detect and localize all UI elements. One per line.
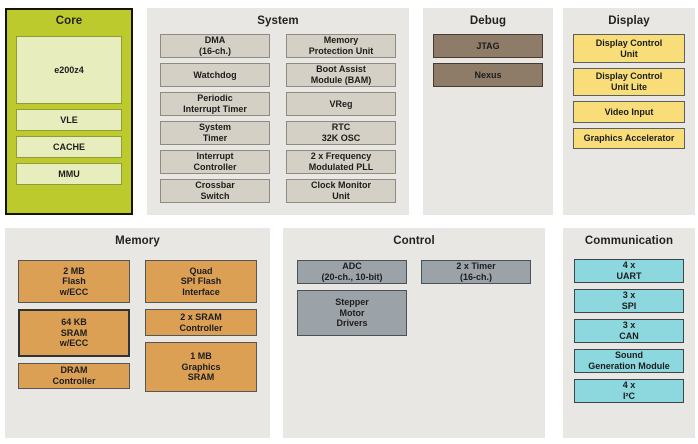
block-display-control-unit-lite: Display Control Unit Lite xyxy=(573,68,685,96)
block-graphics-accelerator: Graphics Accelerator xyxy=(573,128,685,149)
panel-display: Display Display Control Unit Display Con… xyxy=(563,8,695,215)
block-e200z4: e200z4 xyxy=(16,36,122,104)
block-vle: VLE xyxy=(16,109,122,131)
block-4x-uart: 4 x UART xyxy=(574,259,684,283)
control-right-column: 2 x Timer (16-ch.) xyxy=(421,260,531,336)
panel-core-title: Core xyxy=(55,15,83,27)
panel-system: System DMA (16-ch.) Watchdog Periodic In… xyxy=(147,8,409,215)
block-2x-timer: 2 x Timer (16-ch.) xyxy=(421,260,531,284)
panel-debug-title: Debug xyxy=(469,15,507,27)
block-jtag: JTAG xyxy=(433,34,543,58)
panel-system-title: System xyxy=(257,15,299,27)
block-stepper-motor-drivers: Stepper Motor Drivers xyxy=(297,290,407,336)
system-left-column: DMA (16-ch.) Watchdog Periodic Interrupt… xyxy=(160,34,270,203)
block-2mb-flash: 2 MB Flash w/ECC xyxy=(18,260,130,303)
panel-core: Core e200z4 VLE CACHE MMU xyxy=(5,8,133,215)
panel-core-body: e200z4 VLE CACHE MMU xyxy=(7,36,131,185)
block-clock-monitor-unit: Clock Monitor Unit xyxy=(286,179,396,203)
block-adc: ADC (20-ch., 10-bit) xyxy=(297,260,407,284)
block-4x-i2c: 4 x I²C xyxy=(574,379,684,403)
block-64kb-sram: 64 KB SRAM w/ECC xyxy=(18,309,130,357)
block-crossbar-switch: Crossbar Switch xyxy=(160,179,270,203)
memory-right-column: Quad SPI Flash Interface 2 x SRAM Contro… xyxy=(145,260,257,392)
block-sound-generation-module: Sound Generation Module xyxy=(574,349,684,373)
panel-memory-title: Memory xyxy=(115,235,160,247)
block-3x-spi: 3 x SPI xyxy=(574,289,684,313)
panel-communication: Communication 4 x UART 3 x SPI 3 x CAN S… xyxy=(563,228,695,438)
system-right-column: Memory Protection Unit Boot Assist Modul… xyxy=(286,34,396,203)
panel-communication-title: Communication xyxy=(584,235,674,247)
control-left-column: ADC (20-ch., 10-bit) Stepper Motor Drive… xyxy=(297,260,407,336)
panel-debug: Debug JTAG Nexus xyxy=(423,8,553,215)
block-watchdog: Watchdog xyxy=(160,63,270,87)
panel-memory: Memory 2 MB Flash w/ECC 64 KB SRAM w/ECC… xyxy=(5,228,270,438)
block-boot-assist-module: Boot Assist Module (BAM) xyxy=(286,63,396,87)
block-system-timer: System Timer xyxy=(160,121,270,145)
memory-left-column: 2 MB Flash w/ECC 64 KB SRAM w/ECC DRAM C… xyxy=(18,260,130,392)
block-3x-can: 3 x CAN xyxy=(574,319,684,343)
block-display-control-unit: Display Control Unit xyxy=(573,34,685,63)
block-dma: DMA (16-ch.) xyxy=(160,34,270,58)
block-periodic-interrupt-timer: Periodic Interrupt Timer xyxy=(160,92,270,116)
block-cache: CACHE xyxy=(16,136,122,158)
block-quad-spi-flash-interface: Quad SPI Flash Interface xyxy=(145,260,257,303)
panel-display-title: Display xyxy=(608,15,650,27)
block-2x-sram-controller: 2 x SRAM Controller xyxy=(145,309,257,336)
panel-control: Control ADC (20-ch., 10-bit) Stepper Mot… xyxy=(283,228,545,438)
block-1mb-graphics-sram: 1 MB Graphics SRAM xyxy=(145,342,257,392)
block-video-input: Video Input xyxy=(573,101,685,123)
block-fm-pll: 2 x Frequency Modulated PLL xyxy=(286,150,396,174)
block-vreg: VReg xyxy=(286,92,396,116)
block-rtc-32k-osc: RTC 32K OSC xyxy=(286,121,396,145)
block-dram-controller: DRAM Controller xyxy=(18,363,130,389)
block-nexus: Nexus xyxy=(433,63,543,87)
panel-control-title: Control xyxy=(393,235,435,247)
block-memory-protection-unit: Memory Protection Unit xyxy=(286,34,396,58)
block-interrupt-controller: Interrupt Controller xyxy=(160,150,270,174)
block-mmu: MMU xyxy=(16,163,122,185)
